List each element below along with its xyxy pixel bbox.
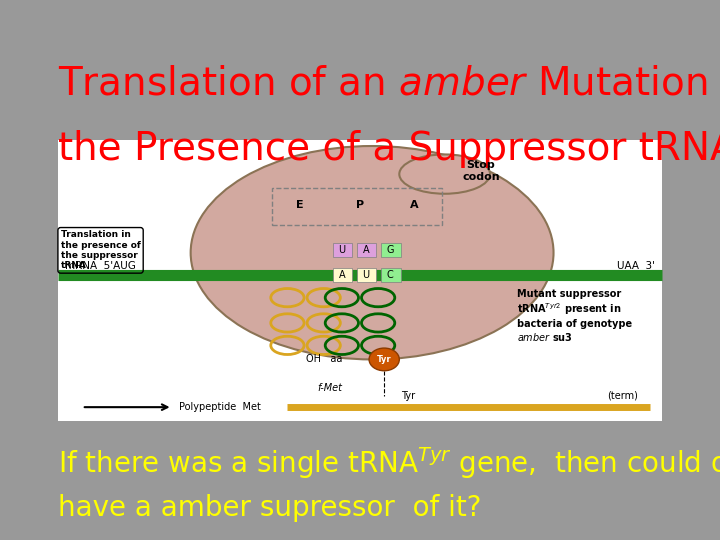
Circle shape bbox=[369, 348, 400, 371]
Ellipse shape bbox=[400, 154, 490, 194]
Text: Tyr: Tyr bbox=[377, 355, 392, 364]
Text: P: P bbox=[356, 200, 364, 210]
Text: have a amber supressor  of it?: have a amber supressor of it? bbox=[58, 494, 481, 522]
FancyBboxPatch shape bbox=[381, 242, 400, 257]
Ellipse shape bbox=[191, 146, 554, 360]
FancyBboxPatch shape bbox=[333, 242, 352, 257]
Text: U: U bbox=[338, 245, 346, 255]
Text: A: A bbox=[363, 245, 369, 255]
FancyBboxPatch shape bbox=[58, 140, 662, 421]
FancyBboxPatch shape bbox=[333, 268, 352, 282]
Text: A: A bbox=[338, 270, 345, 280]
Text: UAA  3': UAA 3' bbox=[617, 261, 655, 271]
Text: E: E bbox=[296, 200, 303, 210]
Text: Translation in
the presence of
the suppressor
tRNA: Translation in the presence of the suppr… bbox=[60, 230, 140, 271]
FancyBboxPatch shape bbox=[357, 268, 377, 282]
FancyBboxPatch shape bbox=[381, 268, 400, 282]
Text: Tyr: Tyr bbox=[401, 390, 415, 401]
Text: mRNA  5'AUG: mRNA 5'AUG bbox=[65, 261, 135, 271]
Text: G: G bbox=[387, 245, 394, 255]
Text: f-Met: f-Met bbox=[318, 382, 343, 393]
Text: U: U bbox=[362, 270, 369, 280]
Text: OH   aa: OH aa bbox=[305, 354, 342, 364]
Text: A: A bbox=[410, 200, 419, 210]
FancyBboxPatch shape bbox=[357, 242, 377, 257]
Text: C: C bbox=[387, 270, 394, 280]
Text: Translation of an $\it{amber}$ Mutation in: Translation of an $\it{amber}$ Mutation … bbox=[58, 65, 720, 103]
Text: Polypeptide  Met: Polypeptide Met bbox=[179, 402, 261, 412]
Text: Stop
codon: Stop codon bbox=[462, 160, 500, 181]
Text: (term): (term) bbox=[608, 390, 638, 401]
Text: the Presence of a Suppressor tRNA: the Presence of a Suppressor tRNA bbox=[58, 130, 720, 167]
Text: If there was a single tRNA$^{Tyr}$ gene,  then could one: If there was a single tRNA$^{Tyr}$ gene,… bbox=[58, 446, 720, 481]
Text: Mutant suppressor
tRNA$^{Tyr2}$ present in
bacteria of genotype
$\it{amber}$ su3: Mutant suppressor tRNA$^{Tyr2}$ present … bbox=[517, 289, 632, 343]
